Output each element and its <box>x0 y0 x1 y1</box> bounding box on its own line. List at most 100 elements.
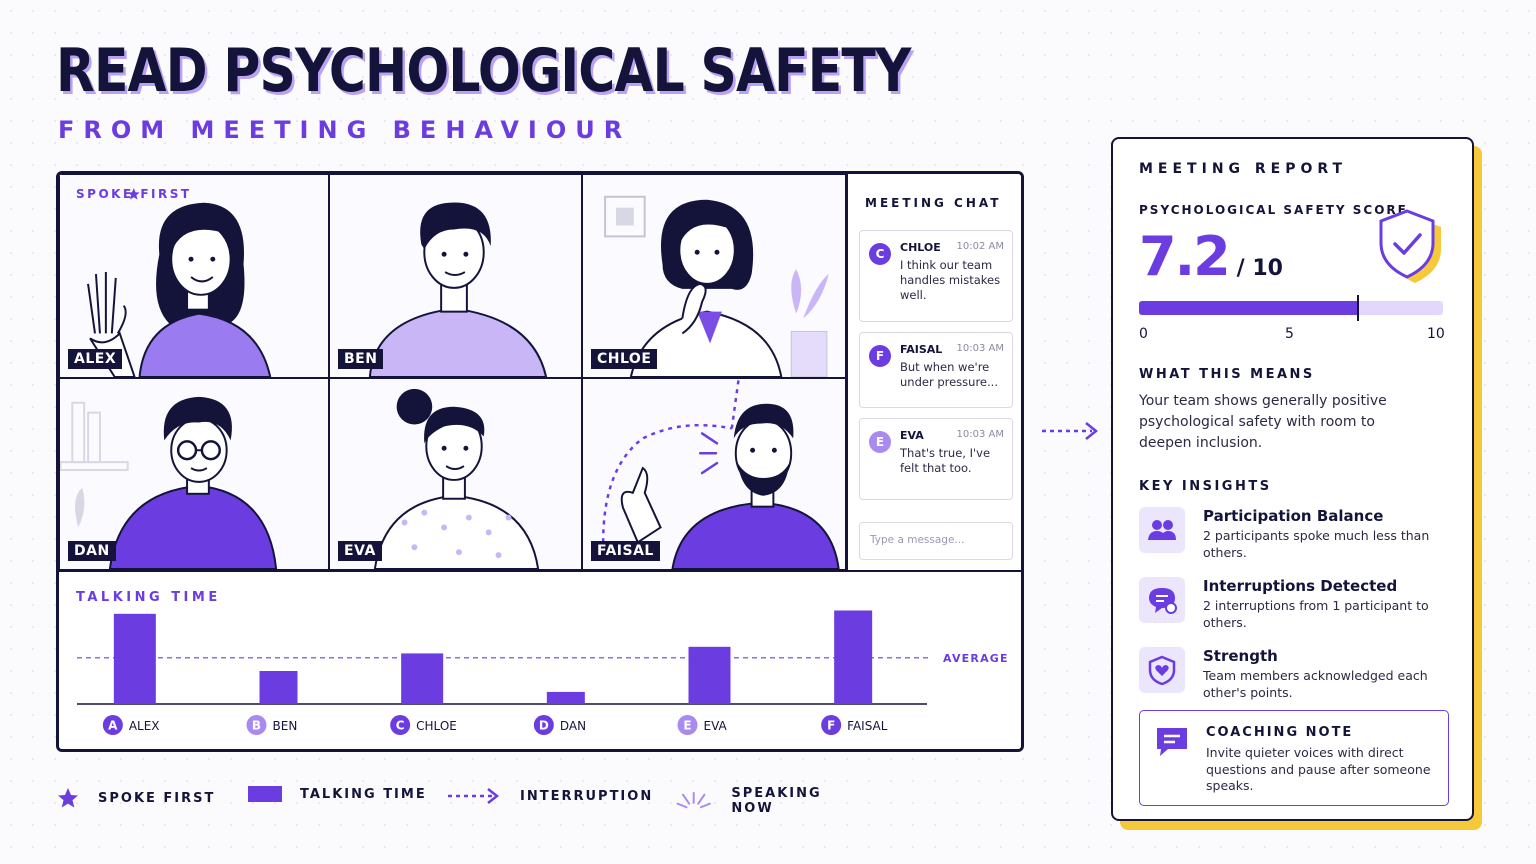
participant-name-tag: BEN <box>338 349 384 369</box>
category-label: ALEX <box>129 719 160 733</box>
category-label: FAISAL <box>847 719 888 733</box>
report-title: MEETING REPORT <box>1139 161 1348 177</box>
chart-title: TALKING TIME <box>76 590 221 605</box>
chat-message: C CHLOE 10:02 AM I think our team handle… <box>859 230 1013 322</box>
participant-initial: D <box>539 719 549 733</box>
message-text: But when we're under pressure... <box>900 360 998 389</box>
meeting-report-card: MEETING REPORT PSYCHOLOGICAL SAFETY SCOR… <box>1111 137 1474 821</box>
video-tile-ben[interactable]: BEN <box>329 174 582 378</box>
meeting-chat-panel: MEETING CHAT C CHLOE 10:02 AM I think ou… <box>846 174 1021 570</box>
eva-illustration <box>373 388 540 569</box>
safety-score: 7.2 / 10 <box>1139 225 1283 288</box>
legend-talking-time: TALKING TIME <box>248 786 427 802</box>
message-author: CHLOE <box>900 241 941 254</box>
score-axis-tick: 5 <box>1285 326 1294 342</box>
participant-initial-badge <box>821 715 842 735</box>
participant-initial-badge <box>677 715 698 735</box>
coaching-note-title: COACHING NOTE <box>1206 725 1354 740</box>
score-value: 7.2 <box>1139 225 1231 288</box>
participant-initial-badge <box>246 715 267 735</box>
talking-time-bar <box>688 646 731 704</box>
insight-title: Interruptions Detected <box>1203 577 1398 595</box>
participant-initial: C <box>396 719 405 733</box>
talking-time-bar <box>113 613 156 704</box>
participant-initial: B <box>252 719 261 733</box>
score-progress-bar <box>1139 295 1443 321</box>
talking-time-bar <box>546 691 585 704</box>
video-tile-alex[interactable]: SPOKE FIRST ALEX <box>59 174 329 378</box>
chloe-illustration <box>604 195 829 377</box>
insight-title: Strength <box>1203 647 1278 665</box>
legend-label: SPOKE FIRST <box>98 790 216 806</box>
coaching-note-text: Invite quieter voices with direct questi… <box>1206 745 1431 793</box>
message-icon <box>1157 728 1187 756</box>
people-icon <box>1139 507 1185 553</box>
avatar: F <box>869 345 891 367</box>
participant-initial-badge <box>390 715 411 735</box>
video-tile-chloe[interactable]: CHLOE <box>582 174 846 378</box>
message-author: FAISAL <box>900 343 943 356</box>
chat-title: MEETING CHAT <box>865 196 1002 210</box>
legend: SPOKE FIRST TALKING TIME INTERRUPTION SP… <box>56 786 856 820</box>
coaching-note: COACHING NOTE Invite quieter voices with… <box>1139 710 1449 806</box>
chat-message: F FAISAL 10:03 AM But when we're under p… <box>859 332 1013 408</box>
insight-strength: Strength Team members acknowledged each … <box>1139 647 1449 703</box>
score-axis-tick: 0 <box>1139 326 1148 342</box>
score-axis-tick: 10 <box>1427 326 1445 342</box>
alex-illustration <box>87 202 272 377</box>
star-icon <box>58 788 78 808</box>
category-label: CHLOE <box>416 719 457 733</box>
page-subtitle: FROM MEETING BEHAVIOUR <box>58 116 632 144</box>
star-icon <box>127 188 140 200</box>
meeting-panel: SPOKE FIRST ALEX BEN CHL <box>56 171 1024 752</box>
key-insights-label: KEY INSIGHTS <box>1139 479 1272 494</box>
what-this-means-label: WHAT THIS MEANS <box>1139 367 1315 382</box>
legend-interruption: INTERRUPTION <box>446 786 653 806</box>
insight-text: 2 participants spoke much less than othe… <box>1203 528 1430 560</box>
video-tile-eva[interactable]: EVA <box>329 378 582 570</box>
dashed-arrow-icon <box>448 788 500 804</box>
legend-spoke-first: SPOKE FIRST <box>56 786 215 810</box>
chat-message: E EVA 10:03 AM That's true, I've felt th… <box>859 418 1013 500</box>
message-time: 10:03 AM <box>956 343 1004 354</box>
message-text: I think our team handles mistakes well. <box>900 258 1001 302</box>
participant-name-tag: DAN <box>68 541 116 561</box>
chat-message-input[interactable]: Type a message... <box>859 522 1013 560</box>
avatar: E <box>869 431 891 453</box>
participant-initial: A <box>108 719 118 733</box>
score-max: / 10 <box>1236 256 1283 281</box>
score-label: PSYCHOLOGICAL SAFETY SCORE <box>1139 203 1408 217</box>
shield-heart-icon <box>1139 647 1185 693</box>
legend-label: SPEAKING NOW <box>731 786 822 816</box>
category-label: EVA <box>704 719 728 733</box>
participant-name-tag: FAISAL <box>591 541 660 561</box>
category-label: BEN <box>273 719 298 733</box>
legend-label: TALKING TIME <box>300 786 427 802</box>
bar-swatch-icon <box>248 786 282 802</box>
participant-initial: E <box>683 719 691 733</box>
talking-time-bar <box>401 653 444 704</box>
legend-speaking-now: SPEAKING NOW <box>674 786 856 816</box>
talking-time-bars: A ALEX B BEN C CHLOE D DAN E EVA F FAISAL AVERAGE <box>77 610 1009 735</box>
participant-initial: F <box>827 719 835 733</box>
avatar: C <box>869 243 891 265</box>
talking-time-bar <box>259 671 298 704</box>
message-time: 10:02 AM <box>956 241 1004 252</box>
speaking-rays-icon <box>676 791 711 809</box>
message-time: 10:03 AM <box>956 429 1004 440</box>
insight-text: Team members acknowledged each other's p… <box>1203 668 1428 700</box>
ben-illustration <box>368 202 548 377</box>
message-text: That's true, I've felt that too. <box>900 446 991 475</box>
average-label: AVERAGE <box>943 652 1009 665</box>
arrow-right-icon <box>1042 422 1099 440</box>
insight-participation: Participation Balance 2 participants spo… <box>1139 507 1449 563</box>
participant-initial-badge <box>102 715 123 735</box>
participant-name-tag: ALEX <box>68 349 123 369</box>
video-tile-dan[interactable]: DAN <box>59 378 329 570</box>
chat-alert-icon <box>1139 577 1185 623</box>
category-label: DAN <box>560 719 586 733</box>
participant-name-tag: CHLOE <box>591 349 658 369</box>
insight-interruptions: Interruptions Detected 2 interruptions f… <box>1139 577 1449 633</box>
video-tile-faisal[interactable]: FAISAL <box>582 378 846 570</box>
score-progress-fill <box>1139 301 1358 315</box>
